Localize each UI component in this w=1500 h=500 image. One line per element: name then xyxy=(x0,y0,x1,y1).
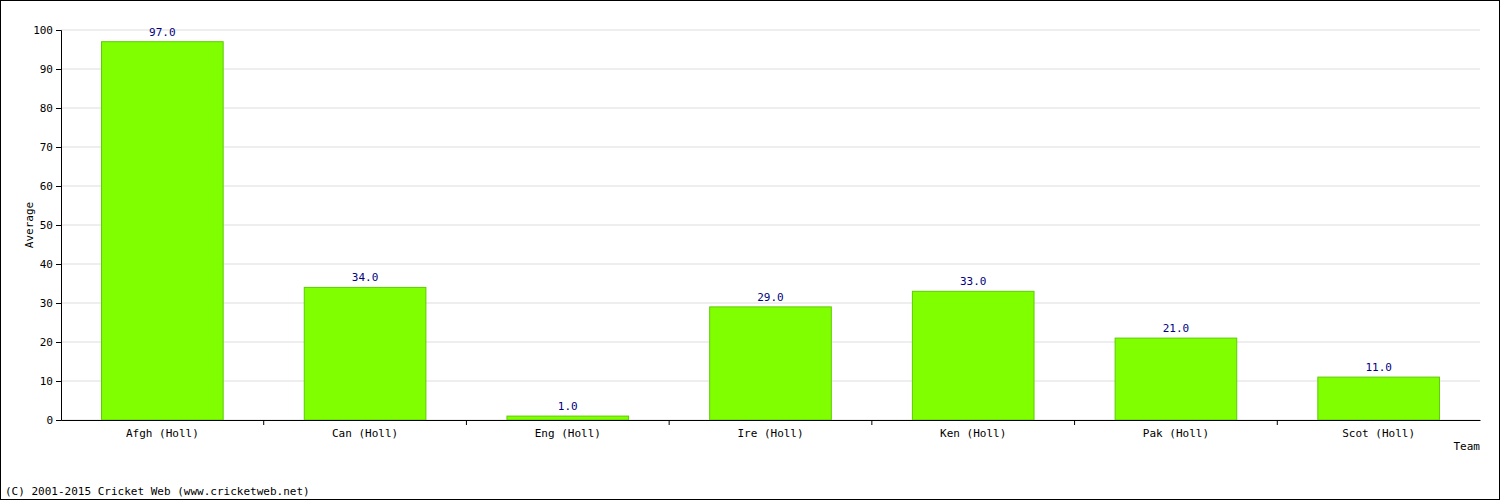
x-separator xyxy=(1277,420,1278,425)
x-tick-label: Pak (Holl) xyxy=(1143,427,1209,440)
y-tick: 40 xyxy=(40,258,61,271)
grid-line xyxy=(61,264,1480,265)
x-tick-label: Ken (Holl) xyxy=(940,427,1006,440)
x-separator xyxy=(263,420,264,425)
x-separator xyxy=(871,420,872,425)
y-tick: 80 xyxy=(40,102,61,115)
x-separator xyxy=(1074,420,1075,425)
chart: 97.0 34.0 1.0 29.0 33.0 21.0 11.0 0 10 20 30 40 50 60… xyxy=(0,0,1500,500)
y-tick: 10 xyxy=(40,375,61,388)
y-tick: 90 xyxy=(40,63,61,76)
x-axis: Afgh (Holl) Can (Holl) Eng (Holl) Ire (Holl… xyxy=(62,420,1481,440)
y-tick: 60 xyxy=(40,180,61,193)
data-label: 33.0 xyxy=(960,275,987,288)
y-tick-label: 50 xyxy=(40,219,53,232)
y-tick-mark xyxy=(56,108,61,109)
data-label: 1.0 xyxy=(558,400,578,413)
y-tick-label: 90 xyxy=(40,63,53,76)
frame xyxy=(1,1,1500,500)
grid-line xyxy=(61,225,1480,226)
data-label: 21.0 xyxy=(1163,322,1190,335)
y-tick-mark xyxy=(56,225,61,226)
y-tick-label: 80 xyxy=(40,102,53,115)
x-tick: Ken (Holl) xyxy=(940,420,1006,440)
grid-line xyxy=(61,147,1480,148)
y-tick-label: 30 xyxy=(40,297,53,310)
data-label: 34.0 xyxy=(352,271,379,284)
x-tick: Scot (Holl) xyxy=(1342,420,1415,440)
bar xyxy=(102,42,224,420)
x-tick-label: Afgh (Holl) xyxy=(126,427,199,440)
y-tick-label: 60 xyxy=(40,180,53,193)
y-tick: 100 xyxy=(33,24,61,37)
y-tick-label: 70 xyxy=(40,141,53,154)
grid-line xyxy=(61,69,1480,70)
x-separator xyxy=(669,420,670,425)
grid-line xyxy=(61,30,1480,31)
y-tick-mark xyxy=(56,381,61,382)
y-tick-mark xyxy=(56,342,61,343)
grid-line xyxy=(61,186,1480,187)
y-tick-label: 40 xyxy=(40,258,53,271)
y-tick: 0 xyxy=(46,414,61,427)
bar xyxy=(912,291,1034,420)
x-separators xyxy=(264,420,1278,425)
x-tick: Ire (Holl) xyxy=(737,420,803,440)
y-tick-mark xyxy=(56,420,61,421)
y-tick-mark xyxy=(56,147,61,148)
y-tick-mark xyxy=(56,186,61,187)
y-axis: 0 10 20 30 40 50 60 70 80 90 100 xyxy=(33,24,61,427)
x-tick-label: Ire (Holl) xyxy=(737,427,803,440)
grid xyxy=(61,30,1480,420)
bar xyxy=(507,416,629,420)
y-tick-mark xyxy=(56,69,61,70)
y-tick-label: 100 xyxy=(33,24,53,37)
x-tick: Pak (Holl) xyxy=(1143,420,1209,440)
bar xyxy=(1115,338,1237,420)
x-separator xyxy=(466,420,467,425)
bar xyxy=(304,287,426,420)
data-label: 29.0 xyxy=(757,291,784,304)
y-tick-label: 10 xyxy=(40,375,53,388)
x-tick-label: Eng (Holl) xyxy=(535,427,601,440)
grid-line xyxy=(61,108,1480,109)
y-tick-label: 20 xyxy=(40,336,53,349)
plot: 97.0 34.0 1.0 29.0 33.0 21.0 11.0 0 10 20 30 40 50 60… xyxy=(33,24,1480,440)
bars xyxy=(102,42,1440,420)
x-axis-title: Team xyxy=(1454,440,1481,453)
y-axis-title: Average xyxy=(23,202,36,248)
y-axis-line xyxy=(56,31,62,421)
x-tick-label: Scot (Holl) xyxy=(1342,427,1415,440)
y-tick-mark xyxy=(56,303,61,304)
data-label: 11.0 xyxy=(1365,361,1392,374)
x-axis-line xyxy=(62,420,1481,421)
bar xyxy=(1318,377,1440,420)
y-tick-mark xyxy=(56,264,61,265)
bar xyxy=(710,307,832,420)
x-tick: Can (Holl) xyxy=(332,420,398,440)
y-tick: 70 xyxy=(40,141,61,154)
y-tick: 50 xyxy=(40,219,61,232)
data-label: 97.0 xyxy=(149,26,176,39)
credit: (C) 2001-2015 Cricket Web (www.cricketwe… xyxy=(5,485,310,498)
y-tick: 20 xyxy=(40,336,61,349)
data-labels: 97.0 34.0 1.0 29.0 33.0 21.0 11.0 xyxy=(149,26,1392,413)
annotations: (C) 2001-2015 Cricket Web (www.cricketwe… xyxy=(5,485,310,498)
y-tick: 30 xyxy=(40,297,61,310)
y-tick-label: 0 xyxy=(46,414,53,427)
x-tick: Afgh (Holl) xyxy=(126,420,199,440)
y-tick-mark xyxy=(56,30,61,31)
x-tick-label: Can (Holl) xyxy=(332,427,398,440)
x-tick: Eng (Holl) xyxy=(535,420,601,440)
